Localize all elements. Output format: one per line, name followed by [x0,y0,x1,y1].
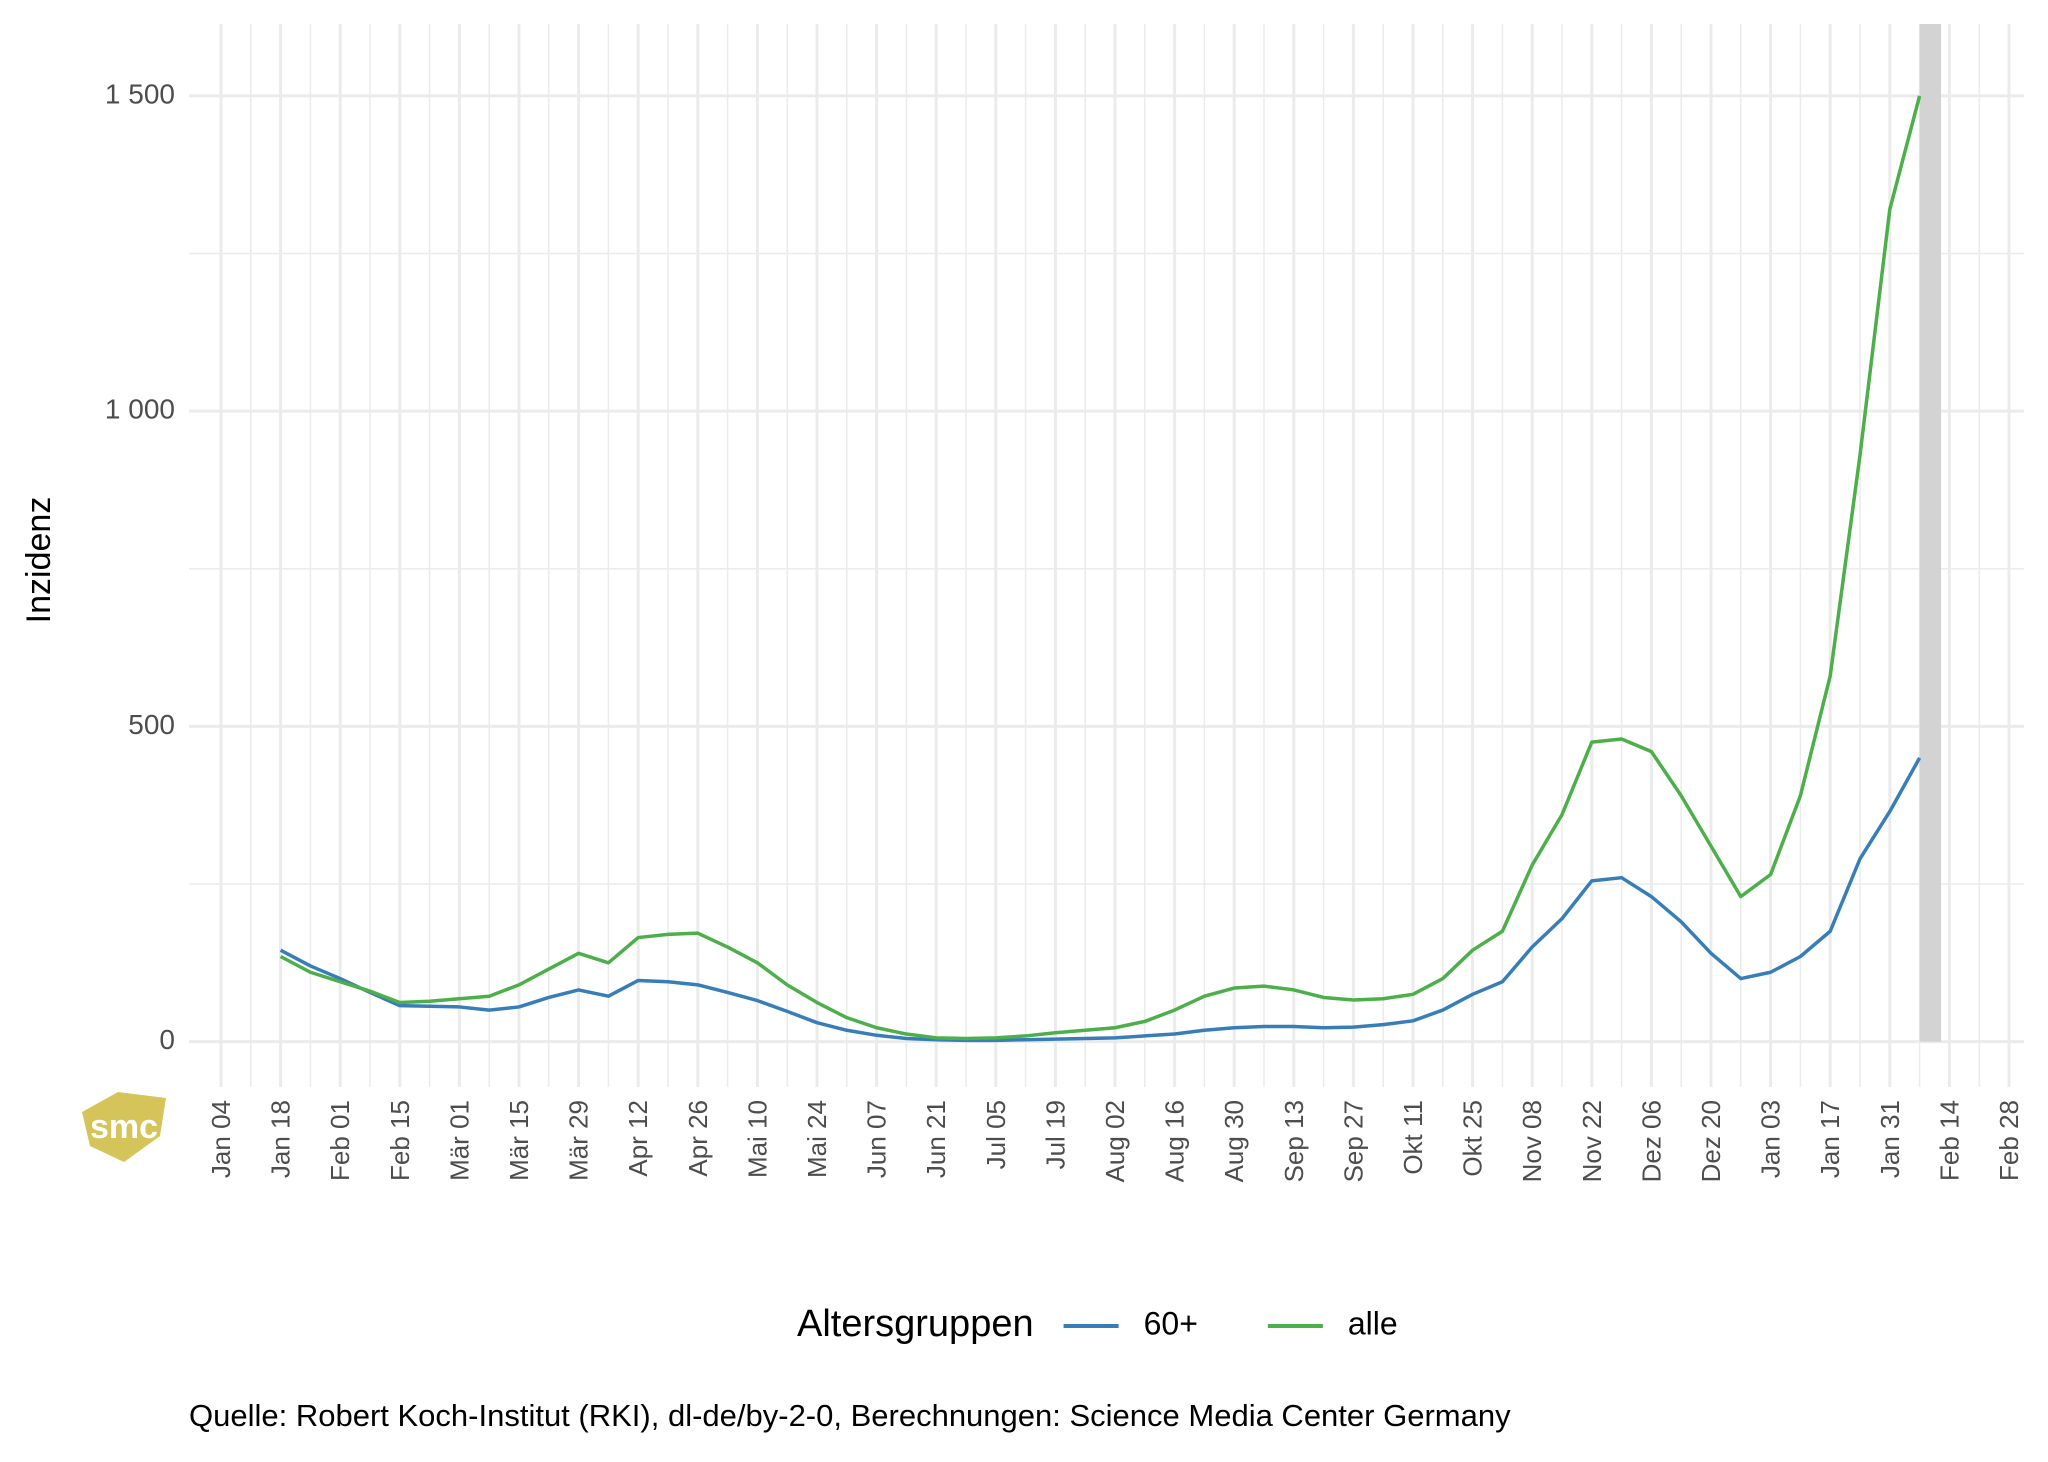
y-tick-label: 1 000 [105,394,175,425]
logo: smc [82,1092,166,1162]
series-line [279,757,1922,1043]
x-tick-label: Jul 05 [981,1100,1011,1169]
legend-label: 60+ [1144,1305,1198,1341]
x-tick-label: Aug 16 [1160,1100,1190,1182]
x-tick-label: Feb 01 [325,1100,355,1181]
x-tick-label: Sep 13 [1279,1100,1309,1182]
x-tick-label: Jan 17 [1815,1100,1845,1178]
series-line [279,95,1922,1041]
logo-shape [82,1092,166,1162]
legend-label: alle [1348,1305,1398,1341]
x-tick-label: Feb 28 [1994,1100,2024,1181]
x-tick-label: Okt 25 [1458,1100,1488,1177]
x-tick-label: Dez 06 [1636,1100,1666,1182]
x-tick-label: Feb 15 [385,1100,415,1181]
y-axis-title: Inzidenz [20,497,58,624]
x-tick-label: Apr 26 [683,1100,713,1177]
x-tick-label: Apr 12 [623,1100,653,1177]
highlight-band [1919,24,1942,1042]
x-tick-label: Okt 11 [1398,1100,1428,1175]
legend-title: Altersgruppen [797,1303,1034,1345]
x-tick-label: Jun 21 [921,1100,951,1178]
y-tick-label: 0 [159,1024,175,1055]
caption: Quelle: Robert Koch-Institut (RKI), dl-d… [189,1398,1511,1433]
x-tick-label: Jul 19 [1040,1100,1070,1169]
x-tick-label: Feb 14 [1934,1100,1964,1181]
x-tick-label: Jun 07 [862,1100,892,1178]
x-tick-label: Mär 29 [564,1100,594,1181]
x-tick-label: Aug 02 [1100,1100,1130,1182]
x-tick-label: Mai 10 [742,1100,772,1178]
x-tick-label: Nov 22 [1577,1100,1607,1182]
x-tick-label: Jan 04 [206,1100,236,1178]
logo-text: smc [90,1108,158,1146]
x-tick-label: Jan 18 [266,1100,296,1178]
x-tick-label: Jan 03 [1756,1100,1786,1178]
y-tick-label: 500 [128,709,175,740]
x-tick-label: Jan 31 [1875,1100,1905,1178]
x-tick-label: Sep 27 [1338,1100,1368,1182]
x-tick-label: Mär 01 [444,1100,474,1181]
x-tick-label: Mär 15 [504,1100,534,1181]
x-tick-label: Aug 30 [1219,1100,1249,1182]
x-tick-label: Dez 20 [1696,1100,1726,1182]
y-tick-label: 1 500 [105,78,175,109]
x-tick-label: Mai 24 [802,1100,832,1178]
x-tick-label: Nov 08 [1517,1100,1547,1182]
